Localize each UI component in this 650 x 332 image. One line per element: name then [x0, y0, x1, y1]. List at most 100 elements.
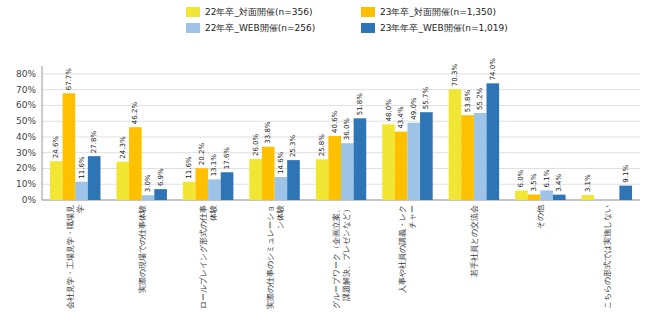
x-tick-label-line: グループワーク（企画立案、 [332, 205, 341, 309]
legend: 22年卒_対面開催(n=356)23年卒_対面開催(n=1,350)22年卒_W… [186, 7, 508, 33]
data-label: 25.3% [289, 135, 297, 158]
bar [474, 113, 487, 200]
data-label: 27.8% [90, 131, 98, 154]
bar [540, 190, 553, 200]
data-label: 36.0% [343, 118, 351, 141]
bar [249, 159, 262, 200]
legend-label: 23年年卒_WEB開催(n=1,019) [380, 23, 508, 33]
x-tick-label: 実際の仕事のシミュレーション体験 [266, 205, 285, 309]
x-tick-label: 人事や社員の講義・レクチャー [398, 205, 417, 293]
x-tick-label: こちらの形式では実施しない [603, 205, 612, 309]
bar [129, 127, 142, 200]
bar [487, 83, 500, 200]
data-label: 3.4% [555, 174, 563, 192]
x-tick-label-line: 実際の仕事のシミュレーショ [266, 205, 275, 309]
data-label: 25.8% [318, 134, 326, 157]
data-label: 6.0% [517, 169, 525, 187]
data-label: 67.7% [65, 68, 73, 91]
bar [461, 115, 474, 200]
data-label: 3.1% [584, 174, 592, 192]
x-tick-label-line: ロールプレイング形式の仕事 [199, 205, 208, 309]
data-label: 49.0% [410, 97, 418, 120]
bar [275, 177, 288, 200]
bar [154, 189, 167, 200]
data-label: 6.1% [543, 169, 551, 187]
y-tick-label: 30% [16, 148, 36, 158]
x-tick-label-line: 学 [76, 205, 85, 213]
data-label: 43.4% [397, 106, 405, 129]
bar [420, 112, 433, 200]
x-tick-label: その他 [536, 205, 545, 229]
data-label: 13.1% [210, 154, 218, 177]
data-label: 3.5% [530, 173, 538, 191]
legend-swatch [361, 7, 375, 17]
data-label: 55.7% [422, 87, 430, 110]
bar [449, 89, 462, 200]
bar [183, 182, 196, 200]
bar [582, 195, 595, 200]
x-tick-label-line: チャー [408, 205, 417, 229]
bar [221, 172, 234, 200]
x-tick-label-line: こちらの形式では実施しない [603, 205, 612, 309]
bar [528, 194, 541, 200]
y-tick-label: 20% [16, 163, 36, 173]
y-tick-label: 0% [22, 195, 37, 205]
data-label: 40.6% [331, 110, 339, 133]
bars [50, 83, 632, 200]
data-label: 74.0% [489, 58, 497, 81]
x-tick-label: 実際の現場での仕事体験 [138, 205, 147, 293]
data-label: 48.0% [385, 99, 393, 122]
y-tick-label: 60% [16, 100, 36, 110]
data-label: 46.2% [131, 102, 139, 125]
data-label: 33.8% [264, 121, 272, 144]
bar [208, 179, 221, 200]
y-tick-label: 70% [16, 85, 36, 95]
x-tick-label-line: 課題解決、プレゼンなど） [342, 205, 351, 301]
data-label: 20.2% [198, 143, 206, 166]
data-label: 26.0% [252, 133, 260, 156]
data-label: 6.9% [157, 168, 165, 186]
bar [553, 195, 566, 200]
grid [42, 74, 640, 200]
data-label: 51.8% [356, 93, 364, 116]
bar [88, 156, 101, 200]
data-label: 14.6% [277, 151, 285, 174]
data-label: 53.8% [464, 90, 472, 113]
x-tick-label-line: ン体験 [276, 205, 285, 229]
legend-swatch [361, 23, 375, 33]
bar [50, 161, 63, 200]
data-label: 3.0% [144, 174, 152, 192]
data-label: 11.6% [185, 156, 193, 179]
grid-line [42, 89, 640, 90]
y-tick-label: 50% [16, 116, 36, 126]
x-tick-label-line: 実際の現場での仕事体験 [138, 205, 147, 293]
grid-line [42, 73, 640, 74]
legend-label: 22年卒_対面開催(n=356) [205, 7, 312, 17]
legend-swatch [186, 23, 200, 33]
x-tick-label-line: 会社見学・工場見学・職場見 [66, 205, 75, 309]
bar [142, 195, 155, 200]
bar [75, 182, 88, 200]
chart: 0%10%20%30%40%50%60%70%80%24.6%24.3%11.6… [0, 0, 650, 332]
x-tick-label-line: 人事や社員の講義・レク [398, 205, 407, 293]
data-label: 11.6% [78, 156, 86, 179]
bar [354, 118, 367, 200]
legend-label: 23年卒_対面開催(n=1,350) [380, 7, 496, 17]
x-tick-label-line: 若手社員との交流会 [470, 205, 479, 277]
bar [262, 147, 275, 200]
y-axis-line [42, 66, 43, 200]
bar [316, 159, 329, 200]
data-label: 17.6% [223, 147, 231, 170]
bar [287, 160, 300, 200]
data-label: 24.3% [119, 136, 127, 159]
legend-swatch [186, 7, 200, 17]
bar [63, 93, 76, 200]
data-label: 70.3% [451, 64, 459, 87]
y-tick-label: 10% [16, 179, 36, 189]
bar [116, 162, 129, 200]
x-tick-label-line: その他 [536, 205, 545, 229]
x-tick-label: 会社見学・工場見学・職場見学 [66, 205, 85, 309]
bar [382, 124, 395, 200]
bar [395, 132, 408, 200]
bar [195, 168, 208, 200]
